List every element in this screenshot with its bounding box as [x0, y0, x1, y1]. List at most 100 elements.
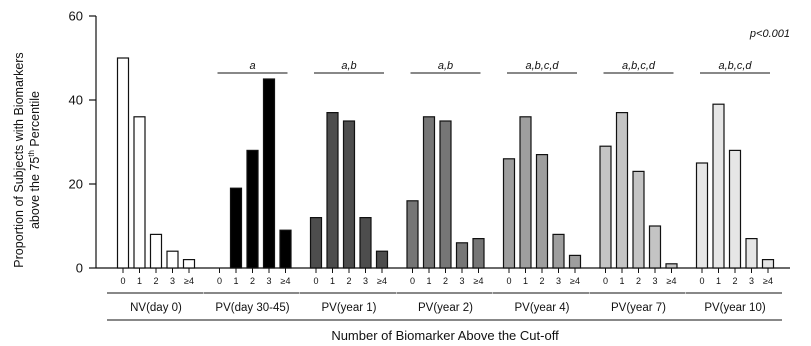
category-label: 2 [539, 276, 544, 286]
bar [246, 149, 259, 269]
bar [326, 111, 339, 269]
y-tick-label: 40 [69, 93, 83, 108]
category-label: 3 [170, 276, 175, 286]
bar [519, 116, 532, 269]
category-label: 2 [346, 276, 351, 286]
bar [502, 158, 516, 269]
bar [406, 200, 419, 269]
category-label: 2 [153, 276, 158, 286]
category-label: ≥4 [184, 276, 194, 286]
y-ticks: 0 20 40 60 [69, 9, 96, 276]
category-label: ≥4 [377, 276, 387, 286]
y-tick-label: 20 [69, 177, 83, 192]
bar [439, 120, 452, 269]
category-label: 1 [137, 276, 142, 286]
category-label: 0 [410, 276, 415, 286]
bar [599, 145, 612, 269]
x-axis-label: Number of Biomarker Above the Cut-off [331, 328, 559, 343]
bar [615, 111, 629, 269]
group-label: PV(day 30-45) [215, 302, 289, 314]
group-label: PV(year 10) [704, 302, 766, 314]
p-value-label: p<0.001 [749, 28, 790, 40]
group-label: PV(year 1) [322, 302, 377, 314]
bar [648, 225, 662, 269]
bar [455, 242, 469, 269]
y-axis-label-line2-pre: above the 75 [28, 157, 42, 229]
bar [712, 103, 725, 269]
category-label: 2 [443, 276, 448, 286]
bars [116, 57, 775, 269]
category-label: 3 [459, 276, 464, 286]
bar [279, 229, 292, 269]
category-label: 2 [636, 276, 641, 286]
category-label: ≥4 [763, 276, 773, 286]
bar [182, 259, 196, 269]
y-axis-label-line2: above the 75th Percentile [27, 91, 42, 229]
significance-label: a [249, 60, 255, 72]
category-label: ≥4 [570, 276, 580, 286]
significance-label: a,b,c,d [718, 60, 752, 72]
y-axis-label: Proportion of Subjects with Biomarkers a… [12, 52, 42, 267]
significance-label: a,b,c,d [525, 60, 559, 72]
category-label: 0 [217, 276, 222, 286]
significance-label: a,b,c,d [622, 60, 656, 72]
category-label: 3 [363, 276, 368, 286]
category-label: 1 [619, 276, 624, 286]
bar [422, 116, 436, 269]
category-label: 1 [523, 276, 528, 286]
significance-label: a,b [438, 60, 453, 72]
group-labels: NV(day 0) PV(day 30-45) PV(year 1) PV(year … [107, 292, 782, 321]
category-label: 1 [716, 276, 721, 286]
category-label: 1 [233, 276, 238, 286]
category-label: 0 [506, 276, 511, 286]
group-label: PV(year 7) [611, 302, 666, 314]
bar [116, 57, 130, 269]
category-label: 2 [250, 276, 255, 286]
bar [745, 238, 758, 269]
bar [728, 149, 742, 269]
bar [133, 116, 146, 269]
category-label: 0 [120, 276, 125, 286]
y-axis-label-superscript: th [27, 150, 36, 157]
category-label: ≥4 [281, 276, 291, 286]
category-label: 1 [426, 276, 431, 286]
bar [632, 170, 645, 269]
bar [166, 250, 179, 269]
y-tick-label: 60 [69, 9, 83, 24]
bar [761, 259, 775, 269]
bar [342, 120, 356, 269]
bar [568, 254, 582, 269]
category-label: 0 [699, 276, 704, 286]
group-label: PV(year 2) [418, 302, 473, 314]
y-axis-label-line2-post: Percentile [28, 91, 42, 150]
category-label: 3 [266, 276, 271, 286]
bar [262, 78, 276, 269]
bar [472, 238, 485, 269]
bar [149, 233, 163, 269]
bar [535, 154, 549, 269]
bar [665, 263, 678, 269]
category-label: 3 [556, 276, 561, 286]
category-label: 0 [603, 276, 608, 286]
bar [552, 233, 565, 269]
bar [695, 162, 709, 269]
group-label: PV(year 4) [515, 302, 570, 314]
category-label: 0 [313, 276, 318, 286]
group-label: NV(day 0) [130, 302, 182, 314]
category-labels: 0 1 2 3 ≥4 0 1 2 3 ≥4 0 1 2 3 ≥4 0 1 2 3 ≥4 0 1 2 3 ≥4 0 1 2 3 ≥4 0 1 2 3… [120, 268, 773, 286]
significance-markers: a a,b a,b a,b,c,d a,b,c,d a,b,c,d [217, 60, 770, 74]
category-label: 2 [732, 276, 737, 286]
category-label: 3 [652, 276, 657, 286]
category-label: ≥4 [474, 276, 484, 286]
category-label: ≥4 [667, 276, 677, 286]
significance-label: a,b [341, 60, 356, 72]
y-axis-label-line1: Proportion of Subjects with Biomarkers [12, 52, 26, 267]
bar [359, 217, 372, 269]
bar [309, 217, 323, 269]
bar [375, 250, 389, 269]
category-label: 1 [330, 276, 335, 286]
bar [229, 187, 243, 269]
category-label: 3 [749, 276, 754, 286]
y-tick-label: 0 [76, 261, 83, 276]
